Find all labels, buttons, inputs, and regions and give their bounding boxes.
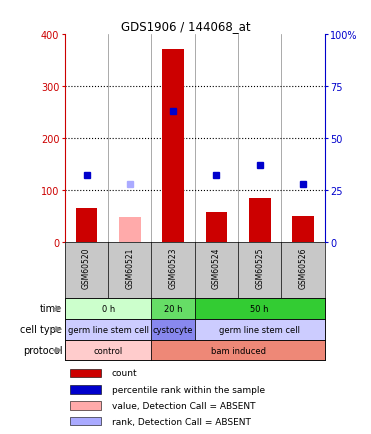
- Bar: [206, 212, 227, 243]
- Bar: [70, 369, 101, 377]
- Bar: [195, 319, 325, 340]
- Text: germ line stem cell: germ line stem cell: [219, 325, 300, 334]
- Bar: [65, 298, 151, 319]
- Bar: [70, 401, 101, 410]
- Text: cystocyte: cystocyte: [153, 325, 193, 334]
- Text: protocol: protocol: [23, 345, 62, 355]
- Text: GSM60520: GSM60520: [82, 247, 91, 289]
- Bar: [65, 340, 151, 361]
- Text: 20 h: 20 h: [164, 304, 183, 313]
- Text: GDS1906 / 144068_at: GDS1906 / 144068_at: [121, 20, 250, 33]
- Text: 50 h: 50 h: [250, 304, 269, 313]
- Bar: [151, 319, 195, 340]
- Text: GSM60526: GSM60526: [299, 247, 308, 289]
- Text: bam induced: bam induced: [211, 346, 266, 355]
- Text: control: control: [93, 346, 123, 355]
- Bar: [70, 417, 101, 425]
- Text: GSM60525: GSM60525: [255, 247, 264, 289]
- Bar: [65, 319, 151, 340]
- Text: time: time: [40, 304, 62, 314]
- Bar: [76, 209, 97, 243]
- Text: rank, Detection Call = ABSENT: rank, Detection Call = ABSENT: [112, 417, 250, 426]
- Text: GSM60523: GSM60523: [169, 247, 178, 289]
- Text: cell type: cell type: [20, 325, 62, 335]
- Bar: [195, 298, 325, 319]
- Text: 0 h: 0 h: [102, 304, 115, 313]
- Bar: [151, 298, 195, 319]
- Bar: [151, 340, 325, 361]
- Bar: [249, 198, 270, 243]
- Text: value, Detection Call = ABSENT: value, Detection Call = ABSENT: [112, 401, 255, 410]
- Text: GSM60521: GSM60521: [125, 247, 134, 288]
- Text: GSM60524: GSM60524: [212, 247, 221, 289]
- Text: germ line stem cell: germ line stem cell: [68, 325, 149, 334]
- Bar: [70, 385, 101, 394]
- Text: percentile rank within the sample: percentile rank within the sample: [112, 385, 265, 394]
- Bar: [292, 217, 314, 243]
- Bar: [119, 217, 141, 243]
- Bar: [162, 50, 184, 243]
- Text: count: count: [112, 368, 137, 378]
